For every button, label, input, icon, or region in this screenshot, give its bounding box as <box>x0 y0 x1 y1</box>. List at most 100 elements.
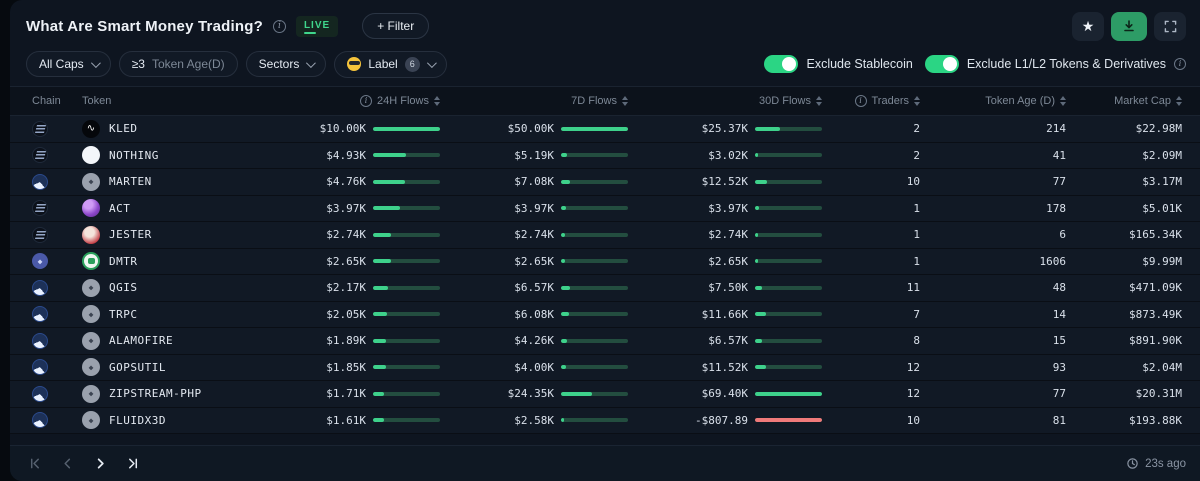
flow-bar <box>373 312 440 317</box>
label-dropdown[interactable]: Label 6 <box>334 50 447 78</box>
download-icon <box>1124 20 1134 32</box>
token-name: ACT <box>109 201 131 215</box>
table-row[interactable]: MARTEN $4.76K $7.08K $12.52K 10 77 $3.17… <box>10 169 1200 196</box>
token-age-filter[interactable]: ≥3 Token Age(D) <box>118 51 238 77</box>
col-token: Token <box>82 95 112 107</box>
prev-page-button[interactable] <box>59 455 76 472</box>
token-age-value: 93 <box>1052 360 1066 374</box>
col-market-cap[interactable]: Market Cap <box>1066 95 1200 107</box>
smart-money-card: What Are Smart Money Trading? i LIVE + F… <box>10 0 1200 481</box>
col-token-age[interactable]: Token Age (D) <box>920 95 1066 107</box>
solana-chain-icon <box>32 120 48 137</box>
table-row[interactable]: ZIPSTREAM-PHP $1.71K $24.35K $69.40K 12 … <box>10 381 1200 408</box>
next-page-button[interactable] <box>92 455 109 472</box>
token-icon-nothing <box>82 146 100 165</box>
token-name: QGIS <box>109 281 138 295</box>
table-row[interactable]: FLUIDX3D $1.61K $2.58K -$807.89 10 81 $1… <box>10 407 1200 434</box>
col-traders[interactable]: i Traders <box>822 95 920 107</box>
flow-24h-cell: $1.89K <box>246 334 440 347</box>
history-clock-icon <box>1127 458 1138 469</box>
sectors-dropdown[interactable]: Sectors <box>245 51 327 77</box>
pagination <box>26 455 142 472</box>
table-body: KLED $10.00K $50.00K $25.37K 2 214 $22.9… <box>10 116 1200 445</box>
flow-bar <box>561 126 628 131</box>
sort-icon[interactable] <box>1176 96 1182 106</box>
sunglasses-emoji-icon <box>347 57 362 71</box>
flow-bar <box>755 206 822 211</box>
flow-bar <box>561 179 628 184</box>
table-row[interactable]: ACT $3.97K $3.97K $3.97K 1 178 $5.01K <box>10 195 1200 222</box>
token-icon-trpc <box>82 305 100 324</box>
traders-value: 8 <box>913 334 920 348</box>
title-info-icon[interactable]: i <box>272 19 286 33</box>
l1l2-info-icon[interactable]: i <box>1174 58 1186 70</box>
flow-bar <box>561 418 628 423</box>
flow-bar <box>755 365 822 370</box>
table-row[interactable]: ALAMOFIRE $1.89K $4.26K $6.57K 8 15 $891… <box>10 328 1200 355</box>
traders-value: 12 <box>906 387 920 401</box>
sort-icon[interactable] <box>434 96 440 106</box>
flow-bar <box>755 285 822 290</box>
table-row[interactable]: DMTR $2.65K $2.65K $2.65K 1 1606 $9.99M <box>10 248 1200 275</box>
table-row[interactable]: GOPSUTIL $1.85K $4.00K $11.52K 12 93 $2.… <box>10 354 1200 381</box>
token-name: DMTR <box>109 254 138 268</box>
favorite-button[interactable]: ★ <box>1072 11 1104 41</box>
exclude-stablecoin-toggle[interactable] <box>764 55 799 73</box>
flow-24h-cell: $2.17K <box>246 281 440 294</box>
market-cap-value: $9.99M <box>1142 254 1182 268</box>
table-row[interactable]: QGIS $2.17K $6.57K $7.50K 11 48 $471.09K <box>10 275 1200 302</box>
table-row[interactable]: TRPC $2.05K $6.08K $11.66K 7 14 $873.49K <box>10 301 1200 328</box>
chevron-down-icon <box>90 57 101 68</box>
table-row[interactable]: NOTHING $4.93K $5.19K $3.02K 2 41 $2.09M <box>10 142 1200 169</box>
flow-bar <box>373 232 440 237</box>
fullscreen-button[interactable] <box>1154 11 1186 41</box>
traders-info-icon[interactable]: i <box>854 95 867 107</box>
table-row[interactable]: JESTER $2.74K $2.74K $2.74K 1 6 $165.34K <box>10 222 1200 249</box>
blue-chain-icon <box>32 279 48 296</box>
traders-value: 12 <box>906 360 920 374</box>
sort-icon[interactable] <box>914 96 920 106</box>
token-age-value: 41 <box>1052 148 1066 162</box>
flow-7d-cell: $24.35K <box>440 387 628 400</box>
token-icon-gopsutil <box>82 358 100 377</box>
sectors-label: Sectors <box>258 57 300 71</box>
col-30d-flows[interactable]: 30D Flows <box>628 95 822 107</box>
exclude-stablecoin-toggle-group[interactable]: Exclude Stablecoin <box>764 55 913 73</box>
flow-bar <box>755 232 822 237</box>
sort-icon[interactable] <box>622 96 628 106</box>
sort-icon[interactable] <box>1060 96 1066 106</box>
first-page-button[interactable] <box>26 455 43 472</box>
token-icon-marten <box>82 172 100 191</box>
label-count-badge: 6 <box>404 56 420 72</box>
market-cap-value: $193.88K <box>1129 413 1182 427</box>
sort-icon[interactable] <box>816 96 822 106</box>
blue-chain-icon <box>32 173 48 190</box>
token-age-value: 48 <box>1052 281 1066 295</box>
flow-30d-cell: $2.65K <box>628 255 822 268</box>
traders-value: 1 <box>913 201 920 215</box>
flow-bar <box>755 312 822 317</box>
flow-24h-cell: $2.74K <box>246 228 440 241</box>
market-cap-value: $873.49K <box>1129 307 1182 321</box>
filter-bar: All Caps ≥3 Token Age(D) Sectors Label 6 <box>10 48 1200 86</box>
flow-24h-cell: $10.00K <box>246 122 440 135</box>
flow-24h-cell: $1.61K <box>246 414 440 427</box>
flow-30d-cell: $2.74K <box>628 228 822 241</box>
all-caps-dropdown[interactable]: All Caps <box>26 51 111 77</box>
flow-bar <box>755 259 822 264</box>
col-7d-flows[interactable]: 7D Flows <box>440 95 628 107</box>
flow-bar <box>373 179 440 184</box>
flow-bar <box>755 391 822 396</box>
exclude-l1l2-toggle-group[interactable]: Exclude L1/L2 Tokens & Derivatives i <box>924 55 1186 73</box>
add-filter-button[interactable]: + Filter <box>362 13 430 39</box>
live-badge: LIVE <box>295 15 339 37</box>
download-button[interactable] <box>1111 11 1147 41</box>
last-page-button[interactable] <box>125 455 142 472</box>
exclude-l1l2-toggle[interactable] <box>924 55 959 73</box>
flows-info-icon[interactable]: i <box>360 95 373 107</box>
flow-7d-cell: $2.74K <box>440 228 628 241</box>
flow-24h-cell: $1.71K <box>246 387 440 400</box>
col-24h-flows[interactable]: i 24H Flows <box>246 95 440 107</box>
table-row[interactable]: KLED $10.00K $50.00K $25.37K 2 214 $22.9… <box>10 116 1200 143</box>
flow-7d-cell: $7.08K <box>440 175 628 188</box>
